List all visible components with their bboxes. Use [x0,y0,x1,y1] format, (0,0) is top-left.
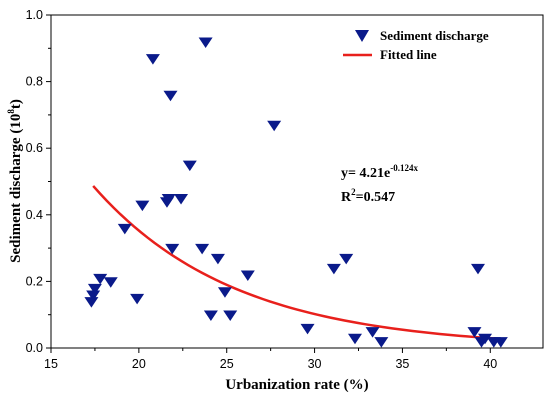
data-point [174,193,189,205]
data-point [470,263,485,275]
y-axis-title: Sediment discharge (108t) [6,99,24,263]
y-tick-label: 0.0 [26,341,43,355]
data-point [210,253,225,265]
data-point [161,193,176,205]
x-axis-title: Urbanization rate (%) [225,377,368,393]
data-point [223,310,238,321]
x-tick-label: 35 [395,357,409,371]
x-tick-label: 25 [220,357,234,371]
data-point [93,273,108,285]
data-point [86,290,101,302]
data-point [163,90,178,102]
data-point [326,263,341,275]
data-point [145,54,160,65]
data-point [240,270,255,282]
data-point [195,243,210,255]
data-point [493,337,508,348]
legend-label-sediment: Sediment discharge [380,28,489,43]
plot-frame [50,14,544,349]
x-tick-label: 40 [483,357,497,371]
data-point [87,283,102,295]
data-point [365,327,380,338]
fitted-curve-group [92,185,501,341]
axis-ticks: 15 20 25 30 35 40 0.0 0.2 0.4 0.6 0.8 1.0 [26,8,498,371]
fitted-line [92,185,501,341]
y-tick-label: 0.8 [26,75,43,89]
data-point [339,253,354,265]
x-tick-label: 15 [44,357,58,371]
data-point [198,37,213,48]
data-points [84,37,508,348]
data-point [300,323,315,335]
equation-annotation: y= 4.21e-0.124x [341,163,418,181]
data-point [130,293,145,305]
data-point [467,327,482,338]
data-point [135,200,150,212]
x-tick-label: 20 [132,357,146,371]
data-point [267,120,282,132]
data-point [117,223,132,235]
x-tick-label: 30 [308,357,322,371]
y-tick-label: 1.0 [26,8,43,22]
data-point [217,287,232,298]
y-tick-label: 0.6 [26,141,43,155]
legend-marker-triangle [355,30,369,42]
data-point [165,243,180,255]
legend-label-fitted: Fitted line [380,47,437,62]
data-point [203,310,218,321]
y-tick-label: 0.4 [26,208,43,222]
data-point [103,277,118,288]
data-point [347,333,362,345]
data-point [478,333,493,345]
r2-annotation: R2=0.547 [341,187,395,205]
data-point [374,337,389,348]
data-point [182,160,197,172]
data-point [84,297,99,308]
y-tick-label: 0.2 [26,274,43,288]
legend: Sediment discharge Fitted line [343,28,489,62]
